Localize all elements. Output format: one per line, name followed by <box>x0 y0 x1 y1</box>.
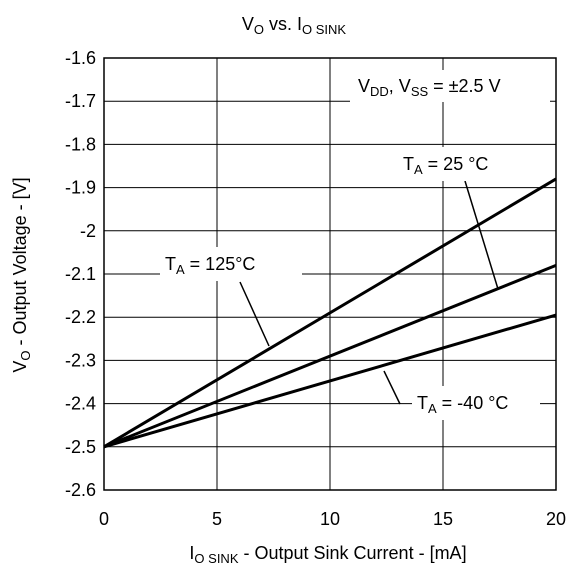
label-bg-vddvss <box>350 70 550 102</box>
y-tick-label: -2.6 <box>65 480 96 500</box>
label-bg-25c <box>398 147 516 181</box>
series-line-125c <box>103 177 557 449</box>
y-tick-label: -2.5 <box>65 437 96 457</box>
y-tick-label: -2.2 <box>65 307 96 327</box>
leader-m40c <box>383 370 401 405</box>
y-tick-label: -2 <box>80 221 96 241</box>
y-tick-label: -1.8 <box>65 134 96 154</box>
y-axis-label: VO - Output Voltage - [V] <box>10 177 33 372</box>
series-line-25c <box>103 263 557 449</box>
supply-annotation: VDD, VSS = ±2.5 V <box>358 76 501 99</box>
series-line-m40c <box>103 313 557 449</box>
x-axis-label: IO SINK - Output Sink Current - [mA] <box>189 543 466 566</box>
y-tick-labels: -1.6 -1.7 -1.8 -1.9 -2 -2.1 -2.2 -2.3 -2.4 -2.5 -2… <box>65 48 96 500</box>
x-tick-labels: 0 5 10 15 20 <box>99 509 566 529</box>
y-tick-label: -1.9 <box>65 178 96 198</box>
chart-title: VO vs. IO SINK <box>242 14 347 37</box>
x-tick-label: 10 <box>320 509 340 529</box>
label-bg-m40c <box>412 386 540 420</box>
series-label-25c: TA = 25 °C <box>403 154 488 177</box>
y-tick-label: -2.1 <box>65 264 96 284</box>
x-tick-label: 0 <box>99 509 109 529</box>
series-label-125c: TA = 125°C <box>165 254 255 277</box>
y-tick-label: -2.4 <box>65 394 96 414</box>
series-lines <box>103 177 557 449</box>
label-leaders <box>239 180 499 405</box>
y-tick-label: -1.6 <box>65 48 96 68</box>
y-tick-label: -2.3 <box>65 350 96 370</box>
plot-frame <box>103 57 557 491</box>
leader-25c <box>464 180 499 290</box>
x-tick-label: 15 <box>433 509 453 529</box>
leader-125c <box>239 281 270 347</box>
y-tick-label: -1.7 <box>65 91 96 111</box>
x-tick-label: 5 <box>212 509 222 529</box>
label-bg-125c <box>160 247 302 281</box>
series-label-m40c: TA = -40 °C <box>417 393 508 416</box>
x-tick-label: 20 <box>546 509 566 529</box>
